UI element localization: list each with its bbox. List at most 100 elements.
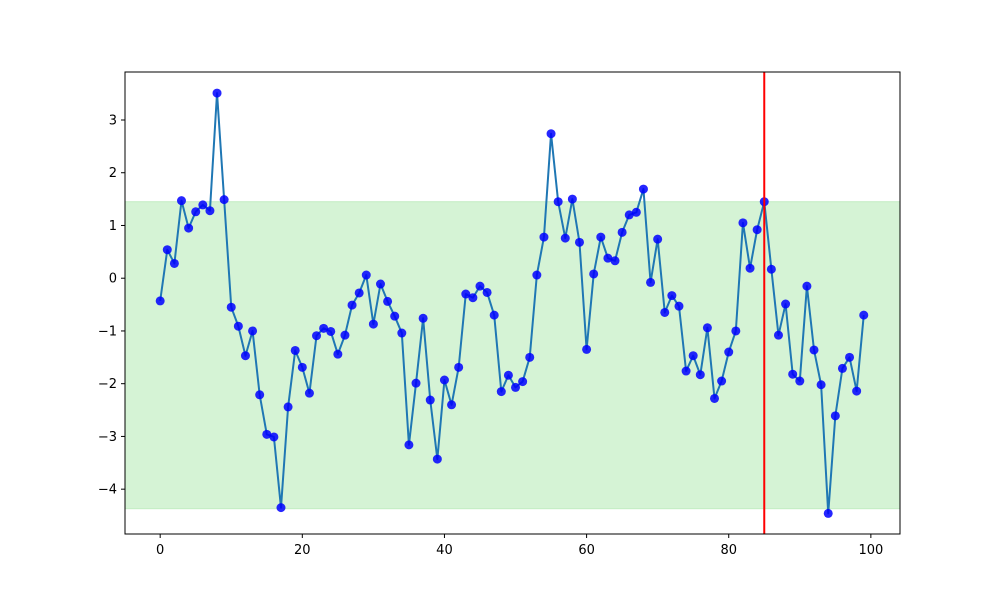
shaded-band bbox=[124, 201, 901, 510]
x-tick-label: 40 bbox=[436, 543, 453, 558]
axes-frame bbox=[124, 71, 901, 535]
data-point bbox=[830, 411, 840, 421]
data-point bbox=[511, 382, 521, 392]
data-point-markers bbox=[155, 88, 869, 518]
data-point bbox=[205, 206, 215, 216]
y-tick-label: −1 bbox=[98, 324, 117, 339]
data-point bbox=[773, 330, 783, 340]
data-point bbox=[603, 253, 613, 263]
data-point bbox=[447, 400, 457, 410]
data-point bbox=[418, 313, 428, 323]
data-point bbox=[262, 429, 272, 439]
data-point bbox=[766, 264, 776, 274]
data-point bbox=[304, 388, 314, 398]
data-point bbox=[468, 293, 478, 303]
data-point bbox=[660, 307, 670, 317]
x-tick-label: 0 bbox=[156, 543, 164, 558]
x-tick-label: 80 bbox=[720, 543, 737, 558]
data-point bbox=[361, 270, 371, 280]
data-point bbox=[184, 223, 194, 233]
y-tick-label: −2 bbox=[98, 377, 117, 392]
data-point bbox=[638, 184, 648, 194]
y-tick-label: 3 bbox=[109, 113, 117, 128]
data-point bbox=[269, 432, 279, 442]
data-point bbox=[383, 296, 393, 306]
data-point bbox=[802, 281, 812, 291]
data-point bbox=[326, 326, 336, 336]
y-tick-label: −4 bbox=[98, 483, 117, 498]
data-point bbox=[390, 311, 400, 321]
data-point bbox=[354, 288, 364, 298]
data-point bbox=[219, 195, 229, 205]
data-point bbox=[347, 300, 357, 310]
data-point bbox=[169, 258, 179, 268]
data-point bbox=[212, 88, 222, 98]
data-point bbox=[596, 232, 606, 242]
data-point bbox=[482, 287, 492, 297]
data-point bbox=[646, 277, 656, 287]
x-tick-label: 60 bbox=[578, 543, 595, 558]
data-point bbox=[240, 351, 250, 361]
data-point bbox=[375, 279, 385, 289]
data-point bbox=[503, 370, 513, 380]
data-point bbox=[297, 362, 307, 372]
data-point bbox=[795, 376, 805, 386]
y-tick-label: 1 bbox=[109, 219, 117, 234]
data-point bbox=[475, 281, 485, 291]
data-point bbox=[198, 200, 208, 210]
data-point bbox=[837, 363, 847, 373]
x-axis-ticks: 0 20 40 60 80 100 bbox=[156, 534, 883, 558]
x-tick-label: 20 bbox=[294, 543, 311, 558]
data-point bbox=[674, 301, 684, 311]
data-point bbox=[553, 197, 563, 207]
data-point bbox=[176, 196, 186, 206]
data-point bbox=[560, 233, 570, 243]
data-point bbox=[624, 210, 634, 220]
data-point bbox=[489, 310, 499, 320]
data-point bbox=[368, 319, 378, 329]
data-point bbox=[411, 378, 421, 388]
data-point bbox=[439, 375, 449, 385]
data-point bbox=[340, 330, 350, 340]
data-point bbox=[425, 395, 435, 405]
data-point bbox=[233, 321, 243, 331]
data-point bbox=[397, 328, 407, 338]
data-point bbox=[255, 390, 265, 400]
data-point bbox=[717, 376, 727, 386]
data-point bbox=[496, 387, 506, 397]
data-point bbox=[155, 296, 165, 306]
data-point bbox=[404, 440, 414, 450]
data-point bbox=[653, 234, 663, 244]
data-point bbox=[845, 352, 855, 362]
series-line bbox=[159, 92, 865, 515]
data-point bbox=[525, 352, 535, 362]
data-point bbox=[667, 291, 677, 301]
data-point bbox=[518, 377, 528, 387]
data-point bbox=[248, 326, 258, 336]
data-point bbox=[589, 269, 599, 279]
x-tick-label: 100 bbox=[858, 543, 883, 558]
data-point bbox=[631, 207, 641, 217]
data-point bbox=[574, 237, 584, 247]
data-point bbox=[539, 232, 549, 242]
data-point bbox=[788, 369, 798, 379]
data-point bbox=[695, 370, 705, 380]
data-point bbox=[731, 326, 741, 336]
data-point bbox=[276, 503, 286, 513]
data-point bbox=[283, 402, 293, 412]
data-point bbox=[312, 331, 322, 341]
data-point bbox=[702, 323, 712, 333]
data-point bbox=[162, 245, 172, 255]
data-point bbox=[461, 289, 471, 299]
data-point bbox=[432, 454, 442, 464]
confidence-band bbox=[124, 201, 901, 510]
data-point bbox=[724, 347, 734, 357]
data-point bbox=[745, 263, 755, 273]
data-point bbox=[738, 218, 748, 228]
data-point bbox=[610, 256, 620, 266]
data-point bbox=[688, 351, 698, 361]
data-point bbox=[781, 299, 791, 309]
y-tick-label: 2 bbox=[109, 166, 117, 181]
data-series-line bbox=[159, 92, 865, 515]
